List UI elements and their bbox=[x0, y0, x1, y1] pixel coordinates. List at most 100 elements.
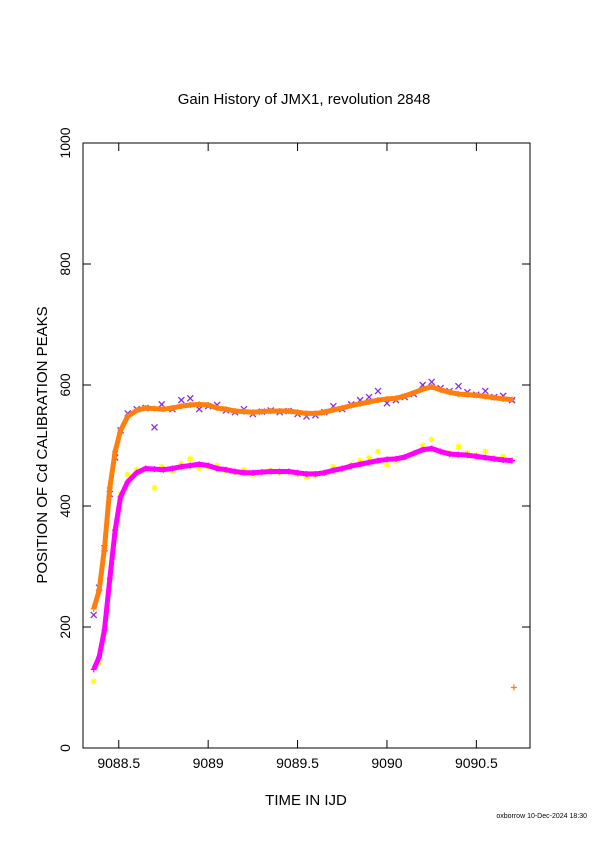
y-tick-label: 0 bbox=[57, 744, 73, 752]
data-point-plus bbox=[169, 465, 176, 472]
data-point-plus bbox=[366, 459, 373, 466]
data-point-plus bbox=[491, 455, 498, 462]
data-point-plus bbox=[410, 450, 417, 457]
data-point-plus bbox=[231, 408, 238, 415]
data-point-plus bbox=[473, 392, 480, 399]
x-tick-label: 9089.5 bbox=[276, 755, 319, 771]
y-tick-label: 600 bbox=[57, 373, 73, 397]
data-point-plus bbox=[169, 404, 176, 411]
data-point-plus bbox=[178, 463, 185, 470]
data-point-plus bbox=[196, 461, 203, 468]
data-point-x bbox=[428, 378, 436, 386]
data-point-plus bbox=[117, 427, 124, 434]
data-point-plus bbox=[285, 468, 292, 475]
data-point-plus bbox=[348, 402, 355, 409]
data-point-plus bbox=[294, 409, 301, 416]
data-point-plus bbox=[294, 469, 301, 476]
data-point-plus bbox=[187, 462, 194, 469]
data-point-plus bbox=[112, 527, 119, 534]
data-point-plus bbox=[491, 394, 498, 401]
data-point-plus bbox=[112, 448, 119, 455]
data-point-plus bbox=[375, 457, 382, 464]
data-point-plus bbox=[101, 545, 108, 552]
data-point-x bbox=[374, 387, 382, 395]
data-point-plus bbox=[339, 465, 346, 472]
y-tick-label: 1000 bbox=[57, 127, 73, 158]
data-point-plus bbox=[419, 446, 426, 453]
data-point-plus bbox=[303, 470, 310, 477]
data-point-plus bbox=[312, 470, 319, 477]
data-point-star bbox=[90, 678, 97, 685]
data-point-plus bbox=[357, 400, 364, 407]
data-point-plus bbox=[446, 389, 453, 396]
x-axis-label: TIME IN IJD bbox=[265, 792, 347, 809]
data-point-plus bbox=[500, 457, 507, 464]
series-3 bbox=[90, 445, 516, 673]
data-point-plus bbox=[366, 398, 373, 405]
data-point-plus bbox=[321, 469, 328, 476]
data-point-plus bbox=[223, 466, 230, 473]
data-point-plus bbox=[437, 448, 444, 455]
data-point-plus bbox=[321, 409, 328, 416]
data-point-plus bbox=[348, 463, 355, 470]
data-point-plus bbox=[231, 468, 238, 475]
x-tick-label: 9088.5 bbox=[97, 755, 140, 771]
y-tick-label: 400 bbox=[57, 494, 73, 518]
data-point-plus bbox=[117, 493, 124, 500]
data-point-plus bbox=[339, 404, 346, 411]
data-point-plus bbox=[357, 461, 364, 468]
data-point-plus bbox=[455, 451, 462, 458]
series-band bbox=[91, 446, 513, 671]
data-point-plus bbox=[106, 484, 113, 491]
data-point-plus bbox=[90, 666, 97, 673]
data-point-plus bbox=[142, 404, 149, 411]
plot-frame bbox=[82, 142, 531, 749]
data-point-plus bbox=[419, 386, 426, 393]
data-point-plus bbox=[285, 408, 292, 415]
data-point-plus bbox=[133, 469, 140, 476]
data-point-plus bbox=[446, 450, 453, 457]
data-point-plus bbox=[258, 469, 265, 476]
data-point-x bbox=[186, 394, 194, 402]
data-point-plus bbox=[133, 407, 140, 414]
data-point-plus bbox=[510, 684, 517, 691]
data-point-plus bbox=[410, 389, 417, 396]
data-point-plus bbox=[196, 401, 203, 408]
data-point-star bbox=[428, 436, 435, 443]
data-point-plus bbox=[464, 391, 471, 398]
data-point-plus bbox=[249, 409, 256, 416]
data-point-plus bbox=[267, 408, 274, 415]
data-point-star bbox=[124, 471, 131, 478]
data-point-plus bbox=[240, 408, 247, 415]
data-point-plus bbox=[187, 401, 194, 408]
data-point-plus bbox=[214, 404, 221, 411]
y-axis-label: POSITION OF Cd CALIBRATION PEAKS bbox=[34, 306, 51, 583]
data-point-plus bbox=[178, 403, 185, 410]
data-point-plus bbox=[205, 401, 212, 408]
data-point-plus bbox=[205, 462, 212, 469]
data-point-plus bbox=[96, 587, 103, 594]
data-point-x bbox=[151, 423, 158, 431]
data-point-plus bbox=[276, 468, 283, 475]
data-point-plus bbox=[392, 455, 399, 462]
data-point-star bbox=[482, 448, 489, 455]
x-tick-label: 9090.5 bbox=[455, 755, 498, 771]
data-point-star bbox=[187, 455, 194, 462]
data-point-plus bbox=[249, 469, 256, 476]
data-point-plus bbox=[240, 469, 247, 476]
data-point-plus bbox=[223, 406, 230, 413]
data-point-plus bbox=[383, 456, 390, 463]
data-point-plus bbox=[482, 454, 489, 461]
footer-credit: oxborrow 10-Dec-2024 18:30 bbox=[496, 813, 587, 820]
data-point-plus bbox=[330, 406, 337, 413]
data-point-plus bbox=[464, 452, 471, 459]
data-point-plus bbox=[401, 453, 408, 460]
series-1 bbox=[90, 383, 517, 691]
x-tick-label: 9089 bbox=[193, 755, 224, 771]
x-tick-label: 9090 bbox=[371, 755, 402, 771]
data-point-star bbox=[383, 461, 390, 468]
data-point-x bbox=[177, 396, 185, 404]
data-point-plus bbox=[392, 395, 399, 402]
data-point-plus bbox=[509, 457, 516, 464]
